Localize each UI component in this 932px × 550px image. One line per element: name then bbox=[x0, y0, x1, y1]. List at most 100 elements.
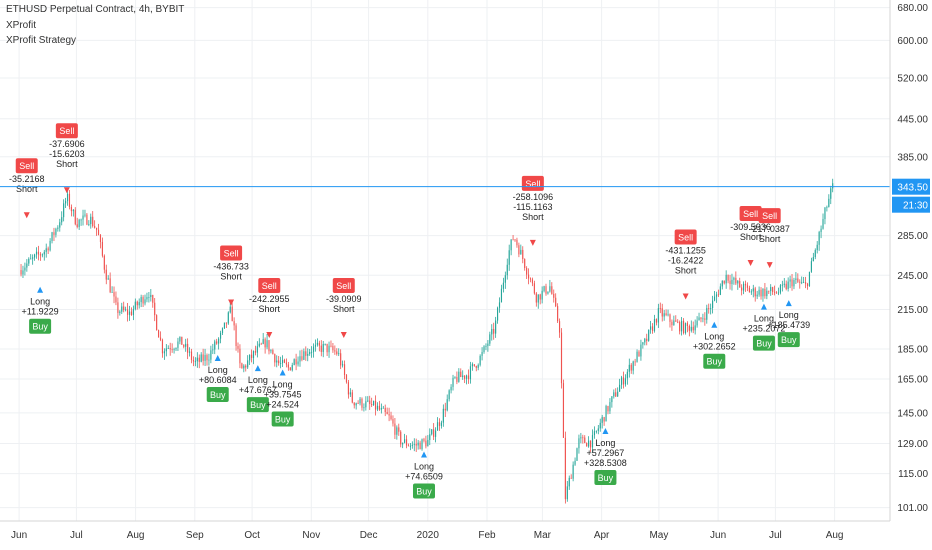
candle-body bbox=[49, 240, 51, 251]
candle-body bbox=[61, 217, 63, 223]
buy-signal: Long+11.9229 Buy bbox=[22, 286, 59, 334]
candle-body bbox=[729, 280, 731, 285]
y-tick-label: 101.00 bbox=[897, 503, 928, 514]
buy-badge bbox=[206, 386, 229, 402]
candle-body bbox=[92, 216, 94, 227]
candle-body bbox=[171, 349, 173, 351]
buy-arrow bbox=[214, 354, 221, 361]
candle-body bbox=[72, 209, 74, 212]
candle-body bbox=[252, 351, 255, 358]
indicator-xprofit[interactable]: XProfit bbox=[6, 20, 37, 31]
candle-body bbox=[159, 337, 162, 340]
time-axis[interactable]: Jun Jul Aug Sep Oct Nov Dec 2020 Feb Mar Apr May Jun… bbox=[0, 520, 932, 550]
candle-body bbox=[247, 360, 249, 368]
candle-body bbox=[741, 287, 743, 291]
candle-body bbox=[543, 286, 545, 291]
signal-text: +80.6084 bbox=[199, 375, 237, 385]
sell-badge-label: Sell bbox=[525, 179, 540, 189]
signal-text: Short bbox=[522, 212, 544, 222]
sell-badge bbox=[258, 277, 281, 293]
candle-body bbox=[175, 347, 177, 350]
candle-body bbox=[233, 321, 235, 326]
buy-badge bbox=[777, 332, 800, 348]
x-tick-label: Dec bbox=[360, 530, 378, 541]
candle-body bbox=[692, 326, 694, 331]
candle-body bbox=[779, 285, 781, 293]
candle-body bbox=[673, 320, 675, 326]
candle-body bbox=[134, 301, 136, 310]
sell-badge-label: Sell bbox=[59, 126, 74, 136]
candle-body bbox=[516, 239, 518, 246]
candle-body bbox=[566, 486, 568, 500]
candle-body bbox=[444, 408, 446, 411]
candle-body bbox=[204, 355, 206, 361]
candle-body bbox=[285, 362, 288, 365]
candle-body bbox=[210, 350, 212, 360]
candle-body bbox=[328, 345, 330, 353]
candle-body bbox=[481, 351, 483, 356]
candle-body bbox=[96, 227, 98, 230]
candle-body bbox=[620, 377, 623, 385]
candle-body bbox=[371, 404, 373, 406]
candle-body bbox=[524, 259, 526, 269]
candle-body bbox=[281, 359, 284, 364]
candle-body bbox=[553, 293, 555, 298]
price-axis[interactable]: 680.00 600.00 520.00 445.00 385.00 285.00 245.… bbox=[889, 0, 932, 550]
candle-body bbox=[280, 363, 282, 364]
candle-body bbox=[595, 430, 597, 432]
candle-body bbox=[266, 340, 268, 348]
candle-body bbox=[582, 437, 584, 439]
candle-body bbox=[713, 296, 716, 301]
candle-body bbox=[533, 283, 535, 294]
candle-body bbox=[39, 254, 41, 256]
signal-text: Long bbox=[595, 438, 615, 448]
candle-body bbox=[830, 188, 832, 199]
x-tick-label: Jul bbox=[70, 530, 83, 541]
candle-body bbox=[572, 464, 574, 479]
candle-body bbox=[22, 270, 24, 275]
candle-body bbox=[326, 343, 328, 353]
candle-body bbox=[527, 274, 530, 279]
sell-badge-label: Sell bbox=[336, 281, 351, 291]
candle-body bbox=[90, 216, 92, 225]
candle-body bbox=[667, 314, 669, 316]
candle-body bbox=[551, 286, 553, 294]
candle-body bbox=[429, 434, 431, 440]
candle-body bbox=[59, 222, 61, 228]
candle-body bbox=[43, 251, 45, 255]
sell-badge bbox=[758, 208, 781, 224]
candle-body bbox=[584, 437, 586, 443]
sell-arrow bbox=[63, 187, 70, 194]
candle-body bbox=[588, 440, 590, 447]
candle-body bbox=[256, 346, 258, 353]
indicator-xprofit-strategy[interactable]: XProfit Strategy bbox=[6, 35, 77, 46]
candle-body bbox=[460, 371, 462, 378]
x-tick-label: Jul bbox=[769, 530, 782, 541]
candle-body bbox=[512, 239, 514, 241]
x-tick-label: Oct bbox=[244, 530, 260, 541]
candle-body bbox=[165, 348, 167, 352]
candle-body bbox=[307, 353, 309, 356]
candle-body bbox=[283, 359, 286, 363]
candle-body bbox=[504, 275, 506, 283]
candle-body bbox=[105, 269, 107, 280]
buy-badge-label: Buy bbox=[416, 487, 432, 497]
candle-body bbox=[76, 224, 78, 227]
sell-badge-label: Sell bbox=[19, 161, 34, 171]
candle-body bbox=[562, 383, 565, 438]
candle-body bbox=[373, 400, 375, 406]
candle-body bbox=[148, 297, 150, 298]
candle-body bbox=[651, 326, 654, 331]
candle-body bbox=[613, 392, 615, 397]
candle-body bbox=[239, 348, 241, 364]
x-tick-label: Jun bbox=[11, 530, 27, 541]
candle-body bbox=[342, 364, 344, 366]
y-tick-label: 285.00 bbox=[897, 231, 928, 242]
candle-body bbox=[157, 330, 160, 338]
candle-body bbox=[45, 248, 47, 252]
candle-body bbox=[32, 257, 34, 259]
candle-body bbox=[774, 291, 776, 293]
sell-badge-label: Sell bbox=[678, 233, 693, 243]
